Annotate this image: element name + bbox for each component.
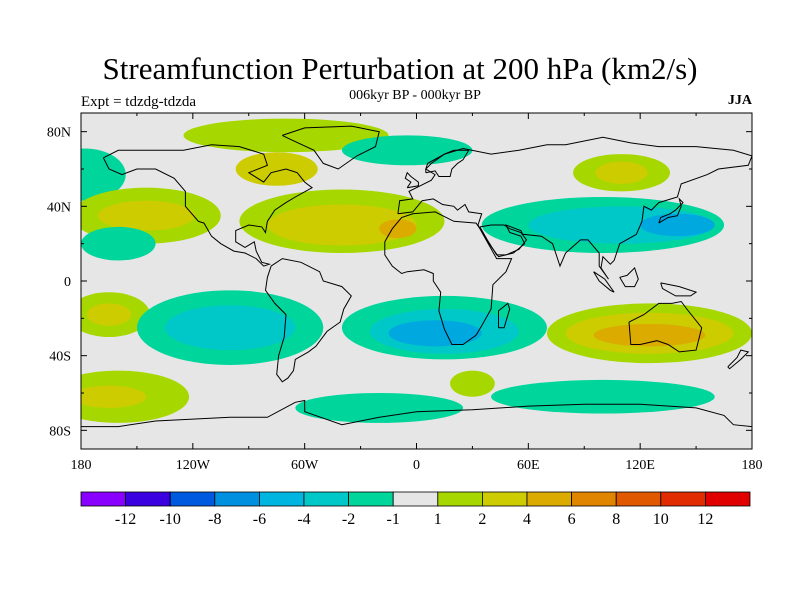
colorbar-label: 6 xyxy=(568,511,576,528)
x-tick-label: 60E xyxy=(517,458,540,473)
sumatra-coastline xyxy=(593,271,615,293)
negative-anomaly-antarctic-atlantic xyxy=(295,393,464,423)
colorbar-box xyxy=(303,491,349,507)
positive-anomaly-greenland xyxy=(235,152,318,186)
positive-anomaly-north-pacific-core xyxy=(97,200,195,231)
colorbar-label: -8 xyxy=(208,511,221,528)
positive-anomaly-australia-core xyxy=(593,323,706,347)
uk-coastline xyxy=(404,171,419,189)
japan-coastline xyxy=(658,197,684,224)
plot-subtitle: 006kyr BP - 000kyr BP xyxy=(349,88,481,103)
colorbar-box xyxy=(214,491,260,507)
africa-coastline xyxy=(384,211,513,345)
colorbar-label: -4 xyxy=(297,511,310,528)
x-tick-label: 120E xyxy=(625,458,655,473)
x-tick-label: 180 xyxy=(71,458,92,473)
negative-anomaly-south-pacific-mid xyxy=(164,305,296,351)
colorbar-label: -10 xyxy=(160,511,181,528)
colorbar-box xyxy=(169,491,216,507)
colorbar-label: 2 xyxy=(478,511,486,528)
greenland-coastline xyxy=(282,125,380,170)
south-america-coastline xyxy=(264,258,352,383)
y-tick-label: 40S xyxy=(49,350,71,365)
positive-anomaly-south-indian xyxy=(450,370,495,397)
season-label: JJA xyxy=(727,93,752,108)
colorbar-box xyxy=(125,491,171,507)
madagascar-coastline xyxy=(498,302,511,329)
plot-title: Streamfunction Perturbation at 200 hPa (… xyxy=(102,51,698,86)
borneo-coastline xyxy=(619,266,639,288)
colorbar-box xyxy=(348,491,394,507)
y-tick-label: 40N xyxy=(47,200,71,215)
x-tick-label: 60W xyxy=(291,458,319,473)
new-zealand-coastline xyxy=(727,349,750,370)
colorbar-box xyxy=(437,491,483,507)
colorbar-label: -12 xyxy=(115,511,136,528)
positive-anomaly-north-atlantic-peak xyxy=(379,219,417,239)
colorbar-box xyxy=(660,491,706,507)
new-guinea-coastline xyxy=(660,282,698,297)
colorbar-box xyxy=(526,491,572,507)
colorbar-label: -2 xyxy=(342,511,355,528)
colorbar-label: 10 xyxy=(653,511,669,528)
positive-anomaly-north-atlantic-core xyxy=(267,204,417,246)
colorbar-label: -1 xyxy=(387,511,400,528)
negative-anomaly-asia-core xyxy=(640,213,715,237)
colorbar-box xyxy=(571,491,617,507)
x-tick-label: 120W xyxy=(176,458,211,473)
colorbar-label: -6 xyxy=(253,511,266,528)
colorbar-box xyxy=(481,491,528,507)
scandinavia-coastline xyxy=(425,149,470,177)
arabia-coastline xyxy=(479,224,528,256)
x-tick-label: 180 xyxy=(742,458,763,473)
colorbar-box xyxy=(80,491,126,507)
y-tick-label: 80N xyxy=(47,126,71,141)
positive-anomaly-south-pacific-west-core xyxy=(86,303,132,326)
colorbar-label: 12 xyxy=(697,511,713,528)
australia-coastline xyxy=(628,300,703,353)
negative-anomaly-north-pacific xyxy=(81,148,126,201)
colorbar-box xyxy=(615,491,662,507)
colorbar-box xyxy=(392,491,439,507)
colorbar-label: 8 xyxy=(612,511,620,528)
colorbar-label: 1 xyxy=(434,511,442,528)
positive-anomaly-southern-ocean-core xyxy=(81,385,147,408)
experiment-label: Expt = tdzdg-tdzda xyxy=(81,94,197,110)
y-tick-label: 0 xyxy=(64,275,71,290)
colorbar-box xyxy=(705,491,751,507)
x-tick-label: 0 xyxy=(413,458,420,473)
negative-anomaly-eastern-pacific xyxy=(81,226,156,261)
colorbar-label: 4 xyxy=(523,511,531,528)
antarctica-coastline xyxy=(81,399,752,428)
north-america-coastline xyxy=(102,144,314,267)
colorbar-box xyxy=(258,491,305,507)
negative-anomaly-south-atlantic-core xyxy=(388,320,482,347)
negative-anomaly-southern-indian xyxy=(491,379,715,414)
y-tick-label: 80S xyxy=(49,424,71,439)
positive-anomaly-ne-asia-core xyxy=(595,161,648,184)
